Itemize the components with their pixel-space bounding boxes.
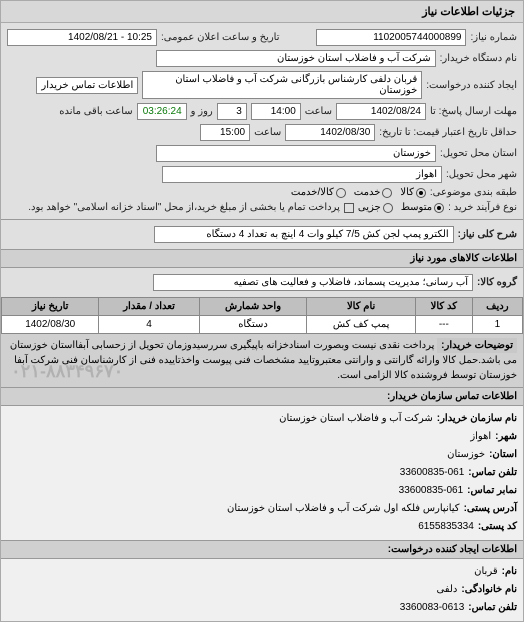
goods-group-section: گروه کالا: آب رسانی؛ مدیریت پسماند، فاضل…: [1, 268, 523, 297]
contact-buyer-section: نام سازمان خریدار:شرکت آب و فاضلاب استان…: [1, 406, 523, 540]
process-radio-medium[interactable]: متوسط: [401, 202, 444, 213]
buyer-province-value: خوزستان: [447, 447, 485, 463]
buyer-address-value: کیانپارس فلکه اول شرکت آب و فاضلاب استان…: [227, 501, 460, 517]
buyer-fax-label: نمابر تماس:: [467, 483, 517, 499]
panel-header: جزئیات اطلاعات نیاز: [1, 1, 523, 23]
need-desc-section: شرح کلی نیاز: الکترو پمپ لجن کش 7/5 کیلو…: [1, 219, 523, 249]
buyer-desc-box: توضیحات خریدار: پرداخت نقدی نیست وبصورت …: [1, 334, 523, 387]
req-name-value: قربان: [474, 564, 497, 580]
process-radio-minor[interactable]: جزیی: [358, 202, 393, 213]
buyer-address-label: آدرس پستی:: [464, 501, 517, 517]
goods-group-value: آب رسانی؛ مدیریت پسماند، فاضلاب و فعالیت…: [153, 274, 473, 291]
col-row: ردیف: [472, 298, 522, 316]
col-date: تاریخ نیاز: [2, 298, 99, 316]
req-phone-value: 3360083-0613: [400, 600, 465, 616]
contact-requester-section: نام: قربان نام خانوادگی:دلفی تلفن تماس:33…: [1, 559, 523, 621]
req-name-label: نام:: [502, 564, 517, 580]
buyer-city-label: شهر:: [495, 429, 517, 445]
goods-info-title: اطلاعات کالاهای مورد نیاز: [1, 249, 523, 268]
requester-value: قربان دلفی کارشناس بازرگانی شرکت آب و فا…: [142, 71, 422, 99]
process-type-label: نوع فرآیند خرید :: [448, 202, 517, 213]
col-unit: واحد شمارش: [199, 298, 307, 316]
category-radio-both[interactable]: کالا/خدمت: [291, 187, 346, 198]
category-radio-service[interactable]: خدمت: [354, 187, 393, 198]
request-no-value: 1102005744000899: [316, 29, 466, 46]
deadline-days-label: روز و: [191, 106, 213, 117]
deadline-time: 14:00: [251, 103, 301, 120]
buyer-postal-value: 6155835334: [418, 519, 474, 535]
cell-date: 1402/08/30: [2, 316, 99, 334]
col-name: نام کالا: [307, 298, 416, 316]
process-type-radio-group: متوسط جزیی: [358, 202, 444, 213]
validity-label: حداقل تاریخ اعتبار قیمت: تا تاریخ:: [379, 127, 517, 138]
announce-date-label: تاریخ و ساعت اعلان عمومی:: [161, 32, 280, 43]
city-value: اهواز: [162, 166, 442, 183]
buyer-desc-label: توضیحات خریدار:: [437, 338, 517, 353]
req-phone-label: تلفن تماس:: [468, 600, 517, 616]
buyer-phone-value: 33600835-061: [400, 465, 465, 481]
deadline-remain: 03:26:24: [137, 103, 187, 120]
table-row[interactable]: 1 --- پمپ کف کش دستگاه 4 1402/08/30: [2, 316, 523, 334]
cell-code: ---: [415, 316, 472, 334]
cell-unit: دستگاه: [199, 316, 307, 334]
announce-date-value: 10:25 - 1402/08/21: [7, 29, 157, 46]
deadline-date: 1402/08/24: [336, 103, 426, 120]
need-desc-value: الکترو پمپ لجن کش 7/5 کیلو وات 4 اینچ به…: [154, 226, 454, 243]
req-lastname-label: نام خانوادگی:: [461, 582, 517, 598]
buyer-fax-value: 33600835-061: [399, 483, 464, 499]
info-section: شماره نیاز: 1102005744000899 تاریخ و ساع…: [1, 23, 523, 219]
org-value: شرکت آب و فاضلاب استان خوزستان: [279, 411, 433, 427]
main-panel: جزئیات اطلاعات نیاز شماره نیاز: 11020057…: [0, 0, 524, 622]
treasury-checkbox[interactable]: [344, 203, 354, 213]
buyer-device-label: نام دستگاه خریدار:: [440, 53, 517, 64]
contact-buyer-title: اطلاعات تماس سازمان خریدار:: [1, 387, 523, 406]
deadline-time-label: ساعت: [305, 106, 332, 117]
watermark: ۰۲۱-۸۸۳۴۹۶۷۰: [11, 358, 123, 385]
category-label: طبقه بندی موضوعی:: [430, 187, 517, 198]
buyer-phone-label: تلفن تماس:: [468, 465, 517, 481]
buyer-city-value: اهواز: [470, 429, 491, 445]
org-label: نام سازمان خریدار:: [437, 411, 517, 427]
contact-requester-title: اطلاعات ایجاد کننده درخواست:: [1, 540, 523, 559]
cell-row: 1: [472, 316, 522, 334]
need-desc-label: شرح کلی نیاز:: [458, 229, 517, 240]
req-lastname-value: دلفی: [436, 582, 457, 598]
validity-time: 15:00: [200, 124, 250, 141]
validity-date: 1402/08/30: [285, 124, 375, 141]
buyer-contact-button[interactable]: اطلاعات تماس خریدار: [36, 77, 138, 94]
col-qty: تعداد / مقدار: [99, 298, 199, 316]
deadline-label: مهلت ارسال پاسخ: تا: [430, 106, 517, 117]
process-note: پرداخت تمام یا بخشی از مبلغ خرید،از محل …: [28, 202, 340, 213]
province-value: خوزستان: [156, 145, 436, 162]
goods-group-label: گروه کالا:: [477, 277, 517, 288]
deadline-remain-label: ساعت باقی مانده: [59, 106, 132, 117]
cell-name: پمپ کف کش: [307, 316, 416, 334]
buyer-province-label: استان:: [489, 447, 517, 463]
buyer-device-value: شرکت آب و فاضلاب استان خوزستان: [156, 50, 436, 67]
requester-label: ایجاد کننده درخواست:: [426, 80, 517, 91]
goods-table: ردیف کد کالا نام کالا واحد شمارش تعداد /…: [1, 297, 523, 334]
validity-time-label: ساعت: [254, 127, 281, 138]
buyer-postal-label: کد پستی:: [478, 519, 517, 535]
request-no-label: شماره نیاز:: [470, 32, 517, 43]
deadline-days: 3: [217, 103, 247, 120]
category-radio-group: کالا خدمت کالا/خدمت: [291, 187, 426, 198]
cell-qty: 4: [99, 316, 199, 334]
category-radio-goods[interactable]: کالا: [400, 187, 426, 198]
city-label: شهر محل تحویل:: [446, 169, 517, 180]
province-label: استان محل تحویل:: [440, 148, 517, 159]
col-code: کد کالا: [415, 298, 472, 316]
